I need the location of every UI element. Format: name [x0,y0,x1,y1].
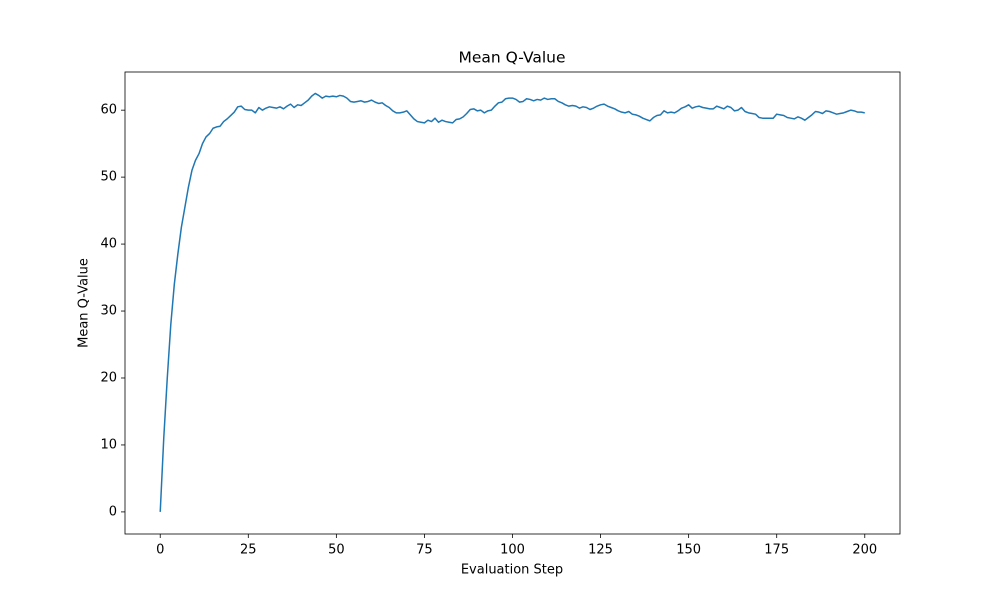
y-tick-label: 10 [100,437,117,452]
x-tick-label: 100 [500,543,525,558]
x-tick-label: 25 [240,543,257,558]
y-tick-label: 30 [100,304,117,319]
y-axis-label: Mean Q-Value [77,258,92,348]
y-tick-label: 60 [100,103,117,118]
x-tick-label: 175 [764,543,789,558]
plot-frame [124,71,901,535]
y-tick-label: 20 [100,370,117,385]
y-tick-label: 50 [100,170,117,185]
x-tick-label: 75 [416,543,433,558]
x-tick-label: 50 [328,543,345,558]
x-tick-label: 125 [588,543,613,558]
y-tick-label: 40 [100,237,117,252]
x-tick-label: 150 [676,543,701,558]
x-tick-label: 0 [156,543,164,558]
y-tick-label: 0 [109,504,117,519]
x-tick-label: 200 [852,543,877,558]
chart-title: Mean Q-Value [458,49,565,67]
x-axis-label: Evaluation Step [461,563,563,578]
data-line [159,92,865,512]
